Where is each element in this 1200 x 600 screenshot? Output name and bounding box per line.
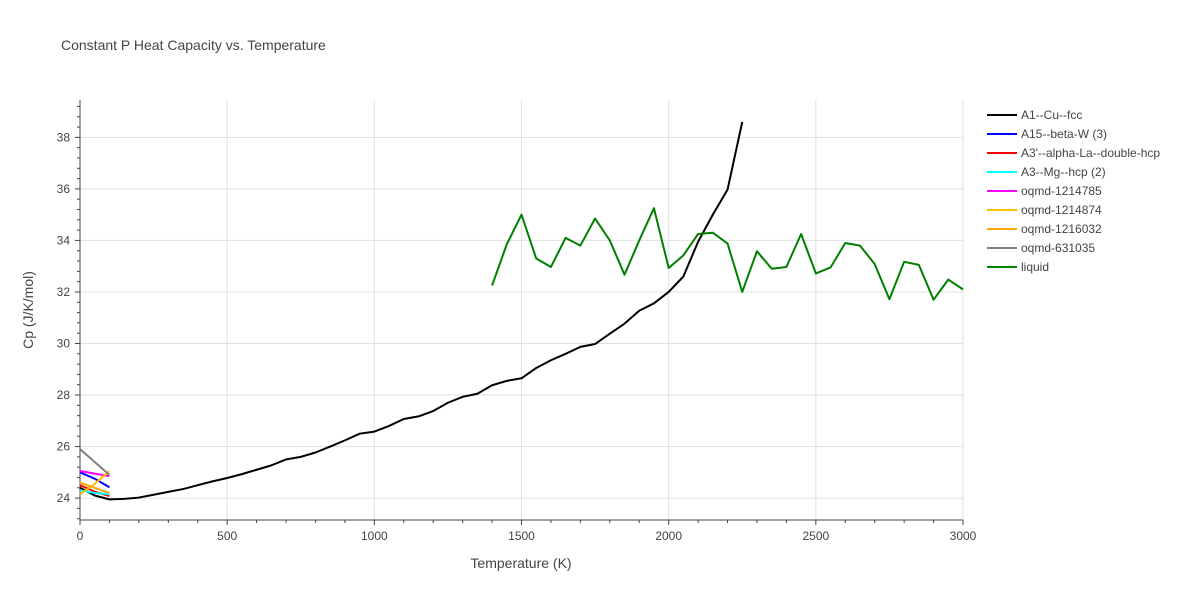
legend-label: oqmd-1214785 — [1021, 184, 1102, 198]
y-axis-label: Cp (J/K/mol) — [20, 271, 36, 349]
chart-title: Constant P Heat Capacity vs. Temperature — [61, 37, 326, 53]
tick-labels: 0 500 1000 1500 2000 2500 3000 24 26 28 30 32 34 36 38 — [57, 130, 977, 543]
y-tick-label: 24 — [57, 491, 71, 505]
legend-label: A1--Cu--fcc — [1021, 108, 1082, 122]
series-line-oqmd-1216032 — [79, 481, 110, 494]
legend-label: A3--Mg--hcp (2) — [1021, 165, 1106, 179]
series-line-a15-beta-w-3 — [79, 471, 110, 489]
grid — [80, 100, 964, 520]
y-tick-label: 26 — [57, 440, 71, 454]
legend-label: A15--beta-W (3) — [1021, 127, 1107, 141]
series-line-oqmd-631035 — [79, 448, 111, 476]
legend: A1--Cu--fcc A15--beta-W (3) A3'--alpha-La-… — [987, 108, 1160, 274]
x-axis-label: Temperature (K) — [470, 555, 571, 571]
plot-area — [79, 121, 964, 501]
series-line-liquid — [491, 207, 964, 301]
y-tick-label: 30 — [57, 336, 71, 350]
y-tick-label: 38 — [57, 130, 71, 144]
x-tick-label: 1000 — [361, 529, 388, 543]
legend-label: liquid — [1021, 260, 1049, 274]
y-tick-label: 34 — [57, 233, 71, 247]
series-line-oqmd-1214874 — [79, 470, 111, 496]
legend-label: oqmd-631035 — [1021, 241, 1095, 255]
legend-label: oqmd-1214874 — [1021, 203, 1102, 217]
y-tick-label: 36 — [57, 182, 71, 196]
y-tick-label: 28 — [57, 388, 71, 402]
x-tick-label: 500 — [217, 529, 237, 543]
x-tick-label: 2000 — [655, 529, 682, 543]
legend-label: A3'--alpha-La--double-hcp — [1021, 146, 1160, 160]
x-tick-label: 1500 — [508, 529, 535, 543]
legend-label: oqmd-1216032 — [1021, 222, 1102, 236]
x-tick-label: 2500 — [802, 529, 829, 543]
x-tick-label: 3000 — [950, 529, 977, 543]
series-line-a1-cu-fcc — [79, 121, 744, 501]
y-tick-label: 32 — [57, 285, 71, 299]
x-tick-label: 0 — [77, 529, 84, 543]
